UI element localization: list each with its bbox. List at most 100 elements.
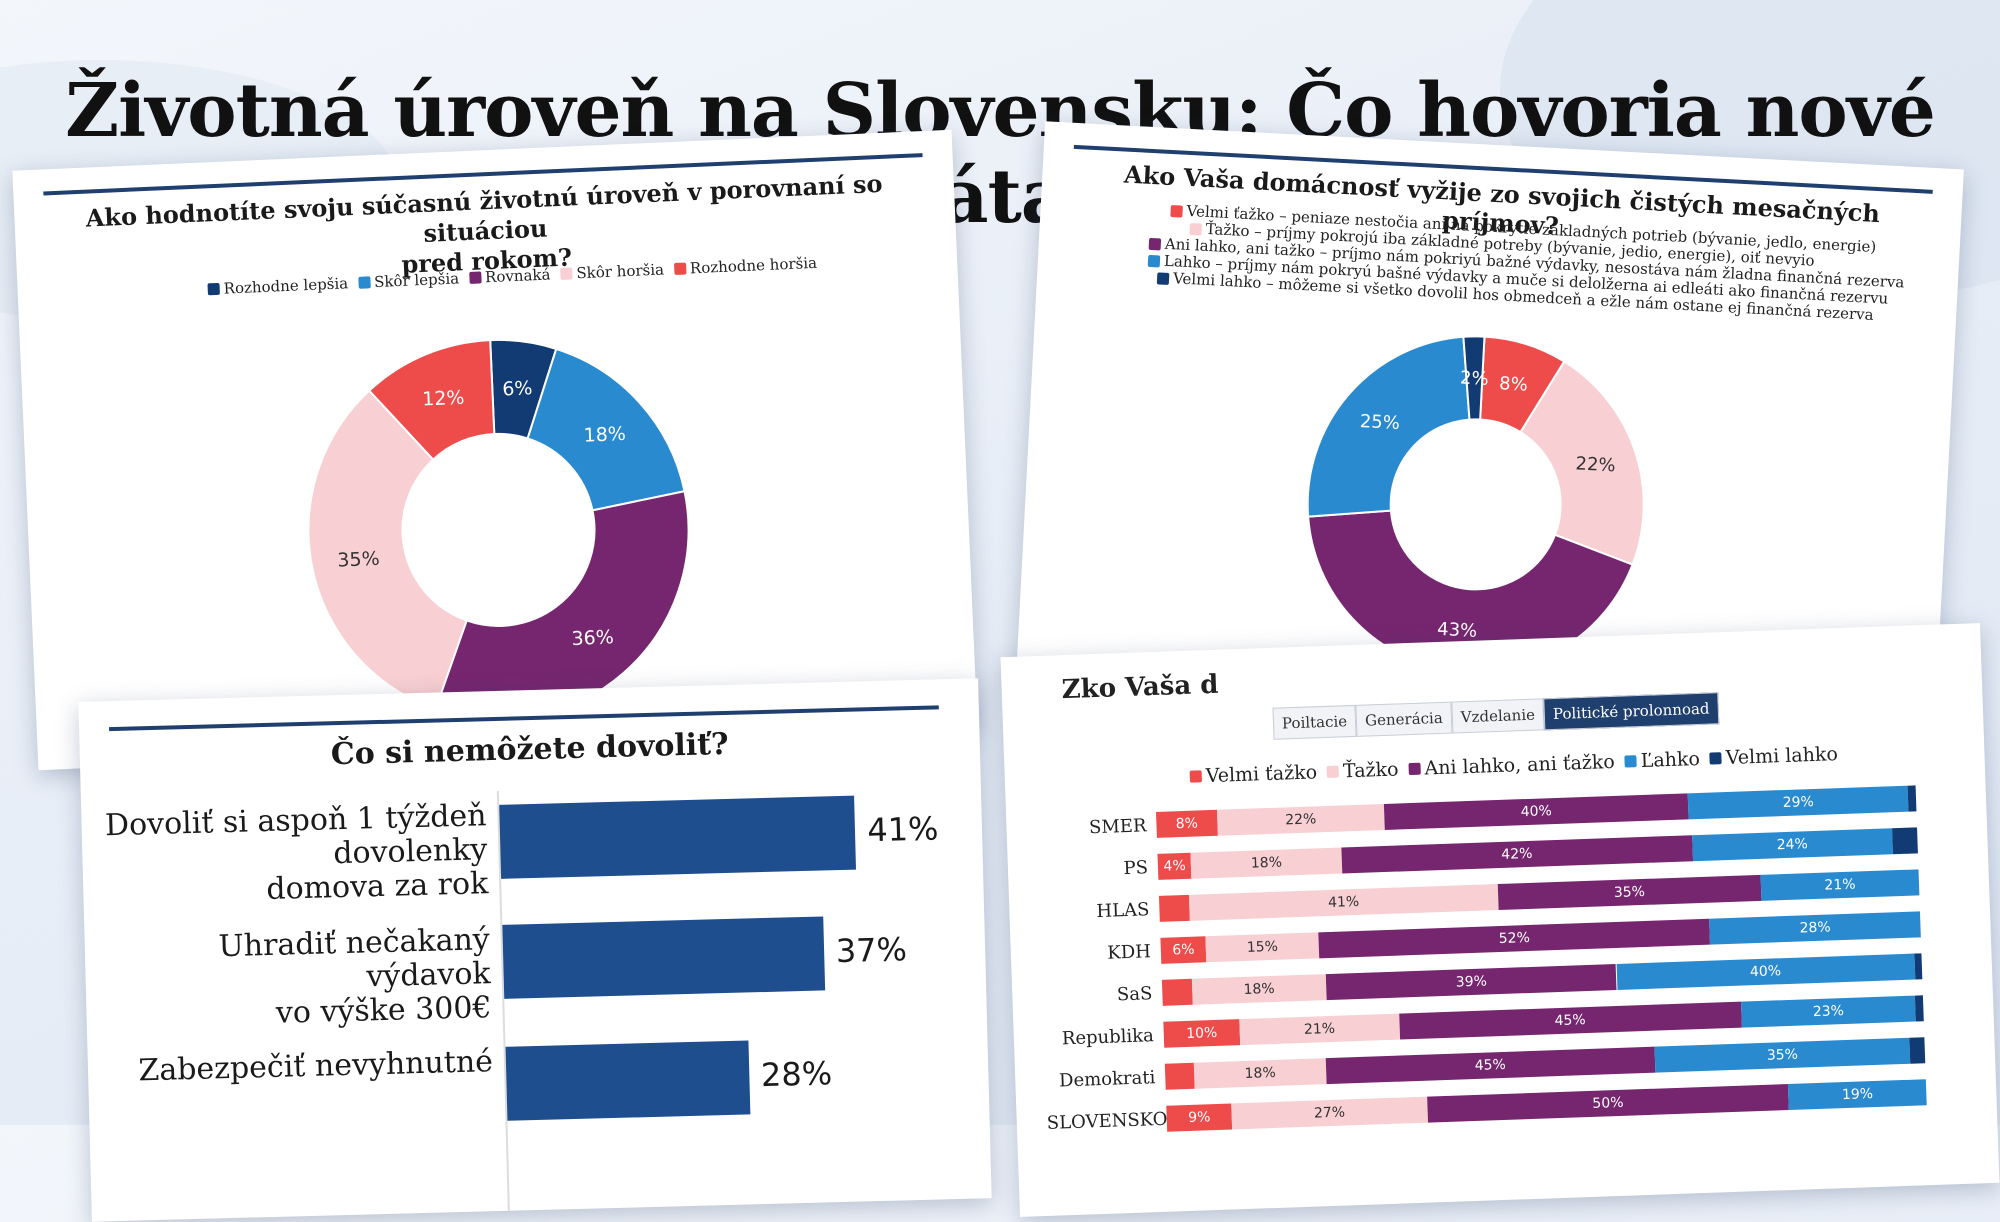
chart4-segment-sas-ani-lahko-ani-tazko[interactable]: 39% <box>1325 963 1617 1001</box>
chart-card-income: Ako Vaša domácnosť vyžije zo svojich čis… <box>1016 121 1964 724</box>
tab-vzdelanie[interactable]: Vzdelanie <box>1451 698 1545 734</box>
chart3-bar-1[interactable] <box>499 795 857 879</box>
legend-swatch <box>1170 204 1183 218</box>
chart4-segment-hlas-lahko[interactable]: 21% <box>1760 869 1920 901</box>
chart4-title-partial: Zko Vaša d <box>1061 669 1219 706</box>
chart4-segment-ps-lahko[interactable]: 24% <box>1691 828 1893 862</box>
legend-label: Skôr lepšia <box>373 269 460 292</box>
chart4-segment-demokrati-tazko[interactable]: 18% <box>1194 1058 1327 1089</box>
chart4-segment-hlas-velmi-tazko[interactable] <box>1158 894 1190 922</box>
chart4-bars: SMER 8% 22% 40% 29% PS 4% 18% 42% 24% HLAS 41% 35% 21… <box>1006 783 1999 1217</box>
chart1-slice-skor-lepsia[interactable] <box>524 344 686 513</box>
legend-swatch <box>1624 755 1637 768</box>
chart3-bar-2[interactable] <box>502 916 825 999</box>
chart4-category-hlas: HLAS <box>1096 899 1150 923</box>
chart4-segment-kdh-tazko[interactable]: 15% <box>1205 932 1320 963</box>
chart4-segment-hlas-ani-lahko-ani-tazko[interactable]: 35% <box>1497 874 1762 911</box>
chart3-category-label-2: Uhradiť nečakaný výdavok vo výške 300€ <box>94 922 492 1035</box>
chart4-segment-republika-velmi-tazko[interactable]: 10% <box>1163 1019 1241 1048</box>
chart1-legend-item-skor-horsia[interactable]: Skôr horšia <box>560 260 664 283</box>
chart4-segment-ps-tazko[interactable]: 18% <box>1190 847 1343 879</box>
chart-card-life-level: Ako hodnotíte svoju súčasnú životnú úrov… <box>12 129 978 771</box>
chart4-category-sas: SaS <box>1116 983 1153 1006</box>
legend-swatch <box>1189 222 1203 236</box>
chart4-legend-item-ani-lahko-ani-tazko[interactable]: Ani lahko, ani ťažko <box>1408 751 1615 780</box>
legend-swatch <box>560 267 573 280</box>
chart4-segment-smer-tazko[interactable]: 22% <box>1216 803 1385 836</box>
chart3-category-line: Zabezpečiť nevyhnutné <box>138 1044 494 1089</box>
tab-politicke-prolonnoad[interactable]: Politické prolonnoad <box>1543 692 1720 731</box>
chart4-segment-smer-velmi-tazko[interactable]: 8% <box>1156 809 1218 838</box>
chart1-donut: 6% 18% 36% 35% 12% <box>302 338 690 721</box>
chart4-segment-ps-velmi-tazko[interactable]: 4% <box>1157 852 1192 880</box>
chart4-segment-smer-velmi-lahko[interactable] <box>1907 785 1917 812</box>
chart4-segment-sas-tazko[interactable]: 18% <box>1191 974 1327 1005</box>
chart4-segment-demokrati-velmi-tazko[interactable] <box>1164 1062 1195 1090</box>
chart4-segment-republika-ani-lahko-ani-tazko[interactable]: 45% <box>1398 1001 1742 1040</box>
chart4-legend-item-lahko[interactable]: Ľahko <box>1624 748 1700 773</box>
chart2-slice-lahko[interactable] <box>1306 329 1474 525</box>
chart1-slice-rozhodne-horsia[interactable] <box>367 339 496 462</box>
chart4-category-republika: Republika <box>1061 1025 1155 1050</box>
tab-generacia[interactable]: Generácia <box>1355 701 1453 737</box>
legend-swatch <box>1147 254 1161 267</box>
chart4-segment-kdh-lahko[interactable]: 28% <box>1709 911 1921 945</box>
chart1-slice-skor-horsia[interactable] <box>302 387 470 714</box>
chart4-segment-slovensko-lahko[interactable]: 19% <box>1788 1079 1927 1111</box>
chart3-bar-3[interactable] <box>505 1040 751 1121</box>
legend-swatch <box>468 271 482 284</box>
chart3-category-label-1: Dovoliť si aspoň 1 týždeň dovolenky domova… <box>91 798 489 911</box>
chart4-category-kdh: KDH <box>1106 941 1152 964</box>
legend-swatch <box>1148 237 1162 251</box>
tab-poiltacie[interactable]: Poiltacie <box>1272 704 1357 740</box>
chart4-legend-item-tazko[interactable]: Ťažko <box>1326 758 1399 783</box>
chart1-slice-label-skor-horsia: 35% <box>337 548 380 572</box>
chart2-slice-label-lahko: 25% <box>1359 411 1400 434</box>
chart1-legend-item-rovnaka[interactable]: Rovnaká <box>468 265 551 287</box>
chart4-segment-slovensko-ani-lahko-ani-tazko[interactable]: 50% <box>1426 1084 1790 1123</box>
legend-label: Ťažko <box>1342 758 1399 783</box>
chart4-segment-republika-lahko[interactable]: 23% <box>1740 995 1917 1028</box>
legend-swatch <box>673 262 687 276</box>
chart4-category-smer: SMER <box>1088 815 1147 839</box>
chart4-segment-kdh-ani-lahko-ani-tazko[interactable]: 52% <box>1318 918 1711 959</box>
chart2-slice-tazko[interactable] <box>1514 359 1651 566</box>
chart4-legend-item-velmi-tazko[interactable]: Velmi ťažko <box>1189 761 1317 787</box>
chart4-segment-ps-velmi-lahko[interactable] <box>1891 827 1918 855</box>
chart-card-by-party: Zko Vaša d Poiltacie Generácia Vzdelanie Po… <box>1000 623 2000 1217</box>
chart3-value-label-3: 28% <box>760 1054 833 1095</box>
legend-swatch <box>357 276 371 289</box>
legend-label: Ľahko <box>1640 747 1701 772</box>
chart4-segment-smer-ani-lahko-ani-tazko[interactable]: 40% <box>1383 793 1689 830</box>
chart-card-cannot-afford: Čo si nemôžete dovoliť? Dovoliť si aspoň… <box>78 678 992 1222</box>
chart3-value-label-2: 37% <box>835 930 908 971</box>
chart4-segment-sas-velmi-lahko[interactable] <box>1913 953 1923 980</box>
chart4-segment-republika-velmi-lahko[interactable] <box>1915 995 1924 1022</box>
chart4-segment-demokrati-ani-lahko-ani-tazko[interactable]: 45% <box>1325 1046 1656 1085</box>
chart2-slice-label-ani-lahko-ani-tazko: 43% <box>1437 619 1478 642</box>
chart4-segment-kdh-velmi-tazko[interactable]: 6% <box>1160 936 1207 964</box>
legend-swatch <box>1408 762 1421 776</box>
chart4-segment-slovensko-velmi-tazko[interactable]: 9% <box>1166 1103 1233 1132</box>
chart3-title: Čo si nemôžete dovoliť? <box>330 726 730 773</box>
chart4-segment-smer-lahko[interactable]: 29% <box>1687 785 1909 820</box>
chart3-value-label-1: 41% <box>866 809 939 850</box>
chart4-segment-hlas-tazko[interactable]: 41% <box>1189 884 1499 921</box>
chart4-tabs: Poiltacie Generácia Vzdelanie Politické pro… <box>1272 692 1720 740</box>
chart4-segment-sas-lahko[interactable]: 40% <box>1616 953 1915 990</box>
legend-swatch <box>207 282 220 296</box>
chart4-segment-ps-ani-lahko-ani-tazko[interactable]: 42% <box>1341 835 1693 874</box>
chart4-segment-demokrati-lahko[interactable]: 35% <box>1654 1037 1911 1073</box>
chart1-slice-label-rozhodne-lepsia: 6% <box>502 377 533 400</box>
legend-label: Ani lahko, ani ťažko <box>1424 750 1616 780</box>
chart4-legend: Velmi ťažko Ťažko Ani lahko, ani ťažko Ľahk… <box>1189 743 1848 788</box>
chart4-segment-sas-velmi-tazko[interactable] <box>1161 978 1193 1006</box>
chart3-category-line: Uhradiť nečakaný výdavok <box>218 922 492 995</box>
chart1-legend-item-skor-lepsia[interactable]: Skôr lepšia <box>357 269 460 292</box>
chart2-slice-velmi-lahko[interactable] <box>1459 335 1486 421</box>
chart4-legend-item-velmi-lahko[interactable]: Velmi lahko <box>1709 743 1838 769</box>
chart1-slice-label-rovnaka: 36% <box>571 626 614 650</box>
legend-swatch <box>1326 765 1340 778</box>
chart4-segment-demokrati-velmi-lahko[interactable] <box>1909 1037 1926 1064</box>
chart4-segment-republika-tazko[interactable]: 21% <box>1239 1013 1400 1046</box>
